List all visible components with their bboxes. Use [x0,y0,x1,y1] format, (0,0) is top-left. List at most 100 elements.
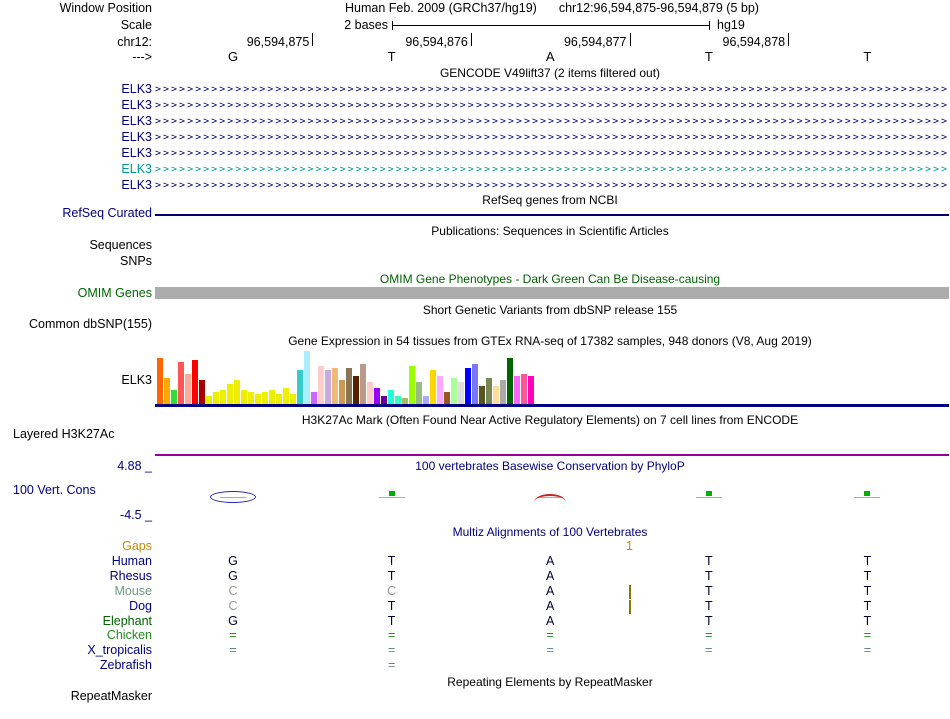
transcript-intron-arrows[interactable]: >>>>>>>>>>>>>>>>>>>>>>>>>>>>>>>>>>>>>>>>… [155,164,949,175]
omim-genes-label[interactable]: OMIM Genes [77,286,152,300]
gtex-expression-bar[interactable] [528,376,534,404]
species-label[interactable]: X_tropicalis [87,643,152,657]
transcript-intron-arrows[interactable]: >>>>>>>>>>>>>>>>>>>>>>>>>>>>>>>>>>>>>>>>… [155,132,949,143]
gtex-expression-bar[interactable] [311,392,317,404]
gtex-expression-bar[interactable] [192,360,198,404]
alignment-base: = [387,643,396,657]
omim-track-bar[interactable] [155,287,949,299]
gtex-expression-bar[interactable] [451,378,457,404]
gtex-expression-bar[interactable] [381,396,387,404]
gtex-expression-bar[interactable] [409,366,415,404]
gtex-expression-bar[interactable] [521,374,527,404]
position-text: chr12:96,594,875-96,594,879 (5 bp) [558,1,759,15]
layered-h3k27ac-label[interactable]: Layered H3K27Ac [13,427,115,441]
gtex-expression-bar[interactable] [479,386,485,404]
gtex-baseline[interactable] [155,404,949,407]
gtex-expression-bar[interactable] [185,374,191,404]
transcript-intron-arrows[interactable]: >>>>>>>>>>>>>>>>>>>>>>>>>>>>>>>>>>>>>>>>… [155,116,949,127]
gtex-expression-bar[interactable] [234,380,240,404]
omim-track-title: OMIM Gene Phenotypes - Dark Green Can Be… [379,272,721,286]
gtex-expression-bar[interactable] [304,351,310,404]
gaps-row-label[interactable]: Gaps [122,539,152,553]
gtex-expression-bar[interactable] [255,394,261,404]
refseq-curated-label[interactable]: RefSeq Curated [62,206,152,220]
species-label[interactable]: Elephant [102,614,152,628]
gtex-expression-bar[interactable] [339,380,345,404]
gtex-expression-bar[interactable] [416,382,422,404]
gtex-expression-bar[interactable] [395,396,401,404]
gtex-expression-bar[interactable] [423,396,429,404]
gtex-expression-bar[interactable] [402,398,408,404]
gencode-transcript-label[interactable]: ELK3 [121,178,152,192]
gtex-expression-bar[interactable] [171,390,177,404]
gtex-expression-bar[interactable] [199,380,205,404]
gtex-expression-bar[interactable] [332,368,338,404]
refseq-curated-track[interactable] [155,214,949,216]
gtex-expression-bar[interactable] [486,378,492,404]
sequences-track-label[interactable]: Sequences [89,238,152,252]
gtex-expression-bar[interactable] [374,388,380,404]
repeatmasker-label[interactable]: RepeatMasker [70,689,152,703]
snps-track-label[interactable]: SNPs [120,254,152,268]
gtex-expression-bar[interactable] [388,390,394,404]
gtex-expression-bar[interactable] [276,394,282,404]
gtex-expression-bar[interactable] [514,376,520,404]
gencode-transcript-label[interactable]: ELK3 [121,98,152,112]
gtex-expression-bar[interactable] [325,370,331,404]
gencode-transcript-label[interactable]: ELK3 [121,130,152,144]
gtex-expression-bar[interactable] [472,364,478,404]
common-dbsnp-label[interactable]: Common dbSNP(155) [29,317,152,331]
alignment-base: = [229,628,237,642]
gtex-expression-bar[interactable] [507,358,513,404]
gencode-transcript-label[interactable]: ELK3 [121,146,152,160]
transcript-intron-arrows[interactable]: >>>>>>>>>>>>>>>>>>>>>>>>>>>>>>>>>>>>>>>>… [155,180,949,191]
reference-base: G [227,49,239,64]
vert-cons-label[interactable]: 100 Vert. Cons [13,483,96,497]
gtex-gene-label[interactable]: ELK3 [121,373,152,387]
gtex-expression-bar[interactable] [458,382,464,404]
gtex-expression-bar[interactable] [241,390,247,404]
gencode-transcript-label[interactable]: ELK3 [121,162,152,176]
gtex-expression-bar[interactable] [346,368,352,404]
phylop-baseline-segment [854,497,881,498]
species-label[interactable]: Human [111,554,152,568]
gtex-expression-bar[interactable] [178,362,184,404]
gtex-expression-bar[interactable] [444,392,450,404]
gtex-expression-bar[interactable] [269,390,275,404]
h3k27ac-track-line[interactable] [155,454,949,456]
gtex-expression-bar[interactable] [353,376,359,404]
gtex-expression-bar[interactable] [360,364,366,404]
transcript-intron-arrows[interactable]: >>>>>>>>>>>>>>>>>>>>>>>>>>>>>>>>>>>>>>>>… [155,84,949,95]
species-label[interactable]: Dog [129,599,152,613]
transcript-intron-arrows[interactable]: >>>>>>>>>>>>>>>>>>>>>>>>>>>>>>>>>>>>>>>>… [155,148,949,159]
alignment-base: C [387,584,397,598]
gtex-expression-bar[interactable] [164,378,170,404]
gtex-expression-bar[interactable] [262,392,268,404]
gtex-expression-bar[interactable] [283,388,289,404]
species-label[interactable]: Zebrafish [99,658,152,672]
species-label[interactable]: Rhesus [109,569,152,583]
species-label[interactable]: Mouse [114,584,152,598]
gtex-expression-bar[interactable] [437,376,443,404]
gencode-transcript-label[interactable]: ELK3 [121,82,152,96]
gtex-expression-bar[interactable] [220,390,226,404]
gtex-expression-bar[interactable] [206,396,212,404]
gtex-expression-bar[interactable] [318,366,324,404]
gtex-expression-bar[interactable] [500,380,506,404]
reference-base: A [545,49,555,64]
gtex-expression-bar[interactable] [227,384,233,404]
gtex-expression-bar[interactable] [157,358,163,404]
species-label[interactable]: Chicken [106,628,152,642]
gtex-expression-bar[interactable] [465,368,471,404]
gtex-expression-bar[interactable] [290,394,296,404]
gencode-transcript-label[interactable]: ELK3 [121,114,152,128]
strand-direction-label: ---> [132,50,152,64]
gtex-expression-bar[interactable] [493,386,499,404]
gtex-expression-bar[interactable] [367,382,373,404]
conservation-min-label: -4.5 _ [120,508,152,522]
gtex-expression-bar[interactable] [213,392,219,404]
gtex-expression-bar[interactable] [430,370,436,404]
gtex-expression-bar[interactable] [248,392,254,404]
transcript-intron-arrows[interactable]: >>>>>>>>>>>>>>>>>>>>>>>>>>>>>>>>>>>>>>>>… [155,100,949,111]
gtex-expression-bar[interactable] [297,370,303,404]
